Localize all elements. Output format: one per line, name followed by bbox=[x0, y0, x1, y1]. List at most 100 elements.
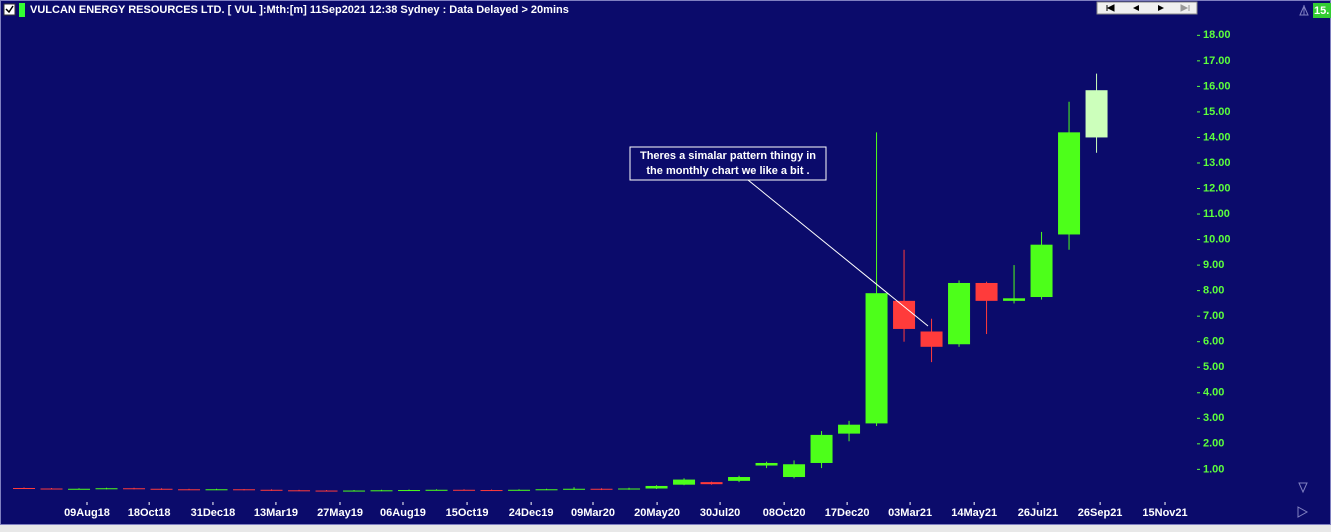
last-price-box bbox=[1313, 3, 1331, 18]
candle-body bbox=[40, 488, 63, 490]
nav-first[interactable] bbox=[1106, 4, 1115, 12]
x-tick-label: 26Jul21 bbox=[1018, 507, 1058, 519]
x-tick-label: 20May20 bbox=[634, 507, 680, 519]
candle-body bbox=[618, 488, 641, 490]
candle-body bbox=[893, 300, 916, 329]
candle-body bbox=[535, 489, 558, 491]
scroll-right[interactable] bbox=[1297, 506, 1309, 518]
candle-body bbox=[508, 489, 531, 491]
nav-next[interactable] bbox=[1158, 5, 1164, 11]
candle-body bbox=[233, 489, 256, 491]
nav-last[interactable] bbox=[1180, 4, 1190, 12]
candle-body bbox=[1030, 244, 1053, 298]
candle-body bbox=[425, 489, 448, 491]
x-tick-label: 15Oct19 bbox=[446, 507, 489, 519]
annotation-pointer bbox=[747, 179, 929, 327]
y-tick-label: 5.00 bbox=[1203, 361, 1224, 373]
y-tick-label: 14.00 bbox=[1203, 131, 1231, 143]
y-tick-label: 4.00 bbox=[1203, 387, 1224, 399]
x-tick-label: 14May21 bbox=[951, 507, 997, 519]
candle-body bbox=[810, 434, 833, 463]
last-price: 15. bbox=[1314, 5, 1329, 17]
candle-body bbox=[178, 489, 201, 491]
candle-body bbox=[13, 488, 36, 489]
y-tick-label: 12.00 bbox=[1203, 182, 1231, 194]
annotation-box bbox=[629, 146, 827, 181]
y-tick-label: 16.00 bbox=[1203, 80, 1231, 92]
y-tick-label: 3.00 bbox=[1203, 412, 1224, 424]
candle-body bbox=[700, 482, 723, 485]
candle-body bbox=[150, 488, 173, 490]
x-tick-label: 17Dec20 bbox=[825, 507, 870, 519]
candle-body bbox=[920, 331, 943, 347]
candle-body bbox=[95, 488, 118, 490]
annotation-line: the monthly chart we like a bit . bbox=[646, 165, 809, 177]
candle-body bbox=[865, 293, 888, 424]
x-tick-label: 09Mar20 bbox=[571, 507, 615, 519]
y-tick-label: 15.00 bbox=[1203, 106, 1231, 118]
candle-body bbox=[1058, 132, 1081, 235]
scroll-down[interactable] bbox=[1298, 482, 1308, 494]
x-tick-label: 26Sep21 bbox=[1078, 507, 1123, 519]
x-tick-label: 27May19 bbox=[317, 507, 363, 519]
navigation bbox=[1096, 1, 1198, 15]
status-strip bbox=[0, 525, 1331, 532]
y-tick-label: 13.00 bbox=[1203, 157, 1231, 169]
y-tick-label: 10.00 bbox=[1203, 233, 1231, 245]
x-tick-label: 08Oct20 bbox=[763, 507, 806, 519]
candle-body bbox=[315, 490, 338, 492]
x-tick-label: 24Dec19 bbox=[509, 507, 554, 519]
x-tick-label: 18Oct18 bbox=[128, 507, 171, 519]
candle-body bbox=[783, 464, 806, 478]
candle-body bbox=[260, 489, 283, 491]
candle-body bbox=[68, 488, 91, 490]
status-indicator bbox=[19, 3, 25, 17]
x-tick-label: 15Nov21 bbox=[1142, 507, 1187, 519]
candle-body bbox=[288, 490, 311, 492]
candle-body bbox=[453, 489, 476, 491]
candle-body bbox=[838, 424, 861, 434]
candle-body bbox=[728, 477, 751, 481]
checkmark bbox=[5, 5, 14, 14]
scroll-up[interactable] bbox=[1299, 4, 1309, 16]
x-tick-label: 06Aug19 bbox=[380, 507, 426, 519]
y-tick-label: 9.00 bbox=[1203, 259, 1224, 271]
checkbox[interactable] bbox=[3, 3, 16, 16]
candle-body bbox=[343, 490, 366, 492]
x-tick-label: 03Mar21 bbox=[888, 507, 932, 519]
candle-body bbox=[1003, 298, 1026, 301]
candle-body bbox=[480, 490, 503, 492]
candle-body bbox=[205, 489, 228, 491]
y-tick-label: 8.00 bbox=[1203, 285, 1224, 297]
candle-body bbox=[975, 282, 998, 301]
candle-body bbox=[123, 488, 146, 490]
candle-body bbox=[398, 490, 421, 492]
y-tick-label: 2.00 bbox=[1203, 438, 1224, 450]
candle-body bbox=[370, 490, 393, 492]
y-tick-label: 1.00 bbox=[1203, 463, 1224, 475]
annotation-line: Theres a simalar pattern thingy in bbox=[640, 150, 816, 162]
x-tick-label: 31Dec18 bbox=[191, 507, 236, 519]
nav-bar bbox=[1096, 1, 1198, 15]
y-tick-label: 11.00 bbox=[1203, 208, 1230, 220]
nav-prev[interactable] bbox=[1133, 5, 1139, 11]
candle-body bbox=[590, 488, 613, 490]
candle-body bbox=[755, 462, 778, 466]
x-tick-label: 30Jul20 bbox=[700, 507, 740, 519]
y-tick-label: 18.00 bbox=[1203, 29, 1231, 41]
x-tick-label: 13Mar19 bbox=[254, 507, 298, 519]
chart-title: VULCAN ENERGY RESOURCES LTD. [ VUL ]:Mth… bbox=[30, 4, 569, 16]
y-tick-label: 6.00 bbox=[1203, 336, 1224, 348]
candle-body bbox=[948, 282, 971, 345]
plot: 1.00 2.00 3.00 4.00 5.00 6.00 7.00 8.00 9.00 10.0… bbox=[13, 29, 1231, 519]
x-tick-label: 09Aug18 bbox=[64, 507, 110, 519]
candle-body bbox=[673, 479, 696, 485]
y-tick-label: 7.00 bbox=[1203, 310, 1224, 322]
candle-body bbox=[563, 488, 586, 490]
candle-body bbox=[645, 485, 668, 489]
y-tick-label: 17.00 bbox=[1203, 55, 1231, 67]
candle-body bbox=[1085, 90, 1108, 138]
